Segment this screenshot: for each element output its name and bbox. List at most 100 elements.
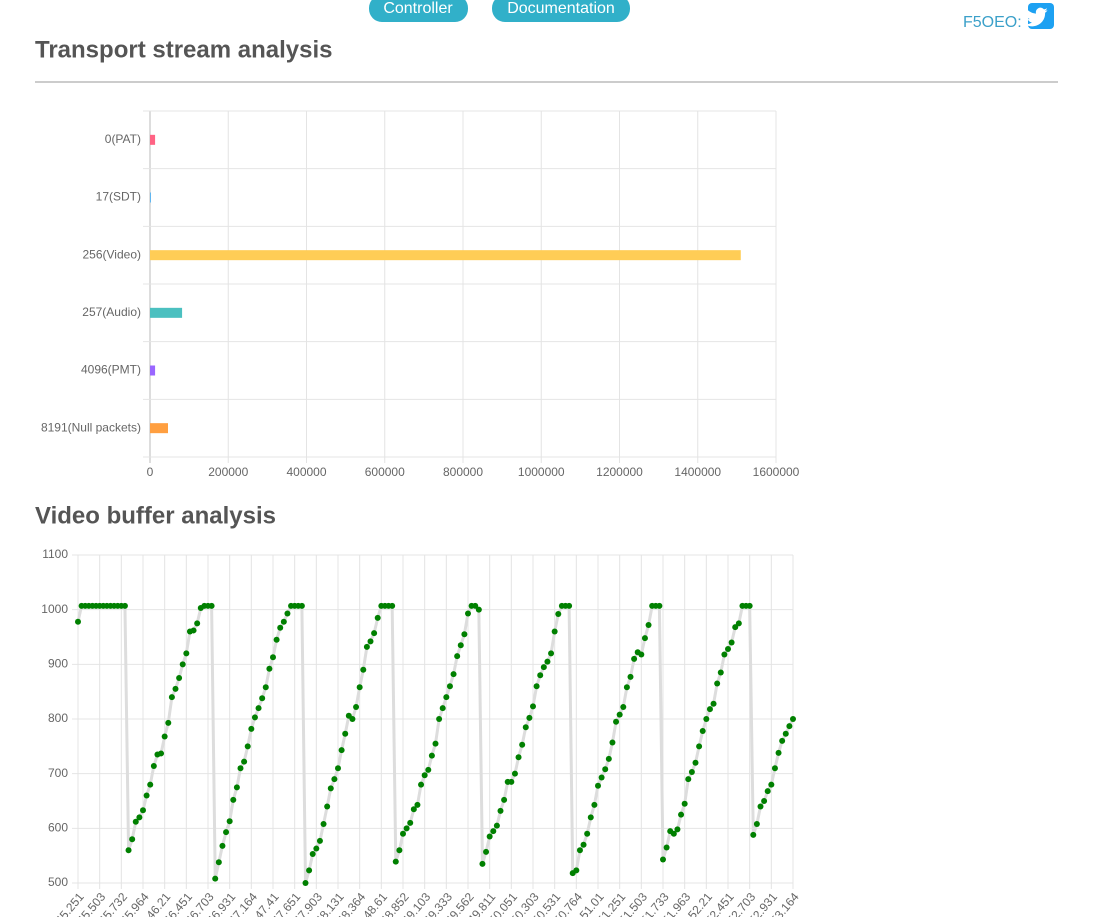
point xyxy=(324,803,331,810)
point xyxy=(710,700,717,707)
point xyxy=(414,801,421,808)
point xyxy=(136,814,143,821)
point xyxy=(215,859,222,866)
point xyxy=(277,624,284,631)
point xyxy=(714,680,721,687)
point xyxy=(685,776,692,783)
point xyxy=(367,638,374,645)
y-tick-label: 1000 xyxy=(41,602,68,616)
point xyxy=(771,765,778,772)
credit[interactable]: F5OEO: xyxy=(963,14,1022,31)
point xyxy=(540,664,547,671)
point xyxy=(519,741,526,748)
point xyxy=(537,672,544,679)
point xyxy=(775,749,782,756)
point xyxy=(591,801,598,808)
point xyxy=(479,860,486,867)
point xyxy=(327,785,334,792)
point xyxy=(605,755,612,762)
point xyxy=(331,776,338,783)
point xyxy=(699,728,706,735)
x-tick-label: 1000000 xyxy=(518,465,565,479)
point xyxy=(273,636,280,643)
point xyxy=(400,830,406,837)
point xyxy=(573,867,580,874)
point xyxy=(172,685,179,692)
point xyxy=(421,772,428,779)
point xyxy=(511,770,518,777)
point xyxy=(425,766,432,773)
button-label[interactable]: Controller xyxy=(383,0,453,17)
point xyxy=(768,781,775,788)
x-tick-label: 600000 xyxy=(365,465,405,479)
point xyxy=(371,630,378,637)
point xyxy=(410,806,417,813)
point xyxy=(233,784,240,791)
point xyxy=(555,611,562,618)
point xyxy=(140,807,146,814)
point xyxy=(750,831,757,838)
point xyxy=(598,774,605,781)
section-title: Video buffer analysis xyxy=(35,502,276,529)
point xyxy=(656,602,663,609)
point xyxy=(251,714,258,721)
point xyxy=(161,733,168,740)
point xyxy=(183,650,190,657)
bar xyxy=(150,134,156,145)
twitter-icon[interactable] xyxy=(1025,3,1054,29)
point xyxy=(566,602,573,609)
point xyxy=(316,837,323,844)
point xyxy=(753,820,760,827)
x-tick-label: 400000 xyxy=(286,465,326,479)
point xyxy=(150,763,157,770)
x-tick-label: 200000 xyxy=(208,465,248,479)
point xyxy=(721,651,728,658)
point xyxy=(515,754,522,761)
documentation-button[interactable] xyxy=(492,0,630,22)
point xyxy=(237,765,244,772)
x-tick-label: 1200000 xyxy=(596,465,643,479)
point xyxy=(645,621,652,628)
y-tick-label: 256(Video) xyxy=(83,247,142,261)
point xyxy=(143,792,150,799)
y-tick-label: 600 xyxy=(48,821,68,835)
point xyxy=(168,694,175,701)
point xyxy=(450,671,457,678)
button-label[interactable]: Documentation xyxy=(507,0,615,17)
bar xyxy=(150,307,183,318)
point xyxy=(403,825,410,832)
point xyxy=(688,769,695,776)
point xyxy=(259,695,266,702)
point xyxy=(461,631,468,638)
point xyxy=(490,828,497,835)
point xyxy=(179,661,186,668)
point xyxy=(389,602,396,609)
point xyxy=(212,875,219,882)
point xyxy=(457,642,464,649)
point xyxy=(703,716,710,722)
point xyxy=(309,851,316,858)
point xyxy=(439,705,446,712)
point xyxy=(678,811,685,818)
point xyxy=(674,826,681,833)
point xyxy=(627,673,634,680)
point xyxy=(493,822,500,829)
point xyxy=(475,606,482,613)
point xyxy=(779,737,786,744)
point xyxy=(501,796,508,803)
point xyxy=(746,602,753,609)
point xyxy=(681,800,688,807)
point xyxy=(725,646,731,653)
bar xyxy=(150,192,151,203)
point xyxy=(241,758,248,765)
point xyxy=(132,818,139,825)
point xyxy=(613,718,620,725)
point xyxy=(486,833,493,840)
point xyxy=(129,836,136,843)
y-tick-label: 4096(PMT) xyxy=(81,363,141,377)
point xyxy=(526,714,533,721)
point xyxy=(670,830,677,837)
point xyxy=(396,847,403,854)
controller-button[interactable] xyxy=(369,0,468,22)
point xyxy=(522,724,529,731)
